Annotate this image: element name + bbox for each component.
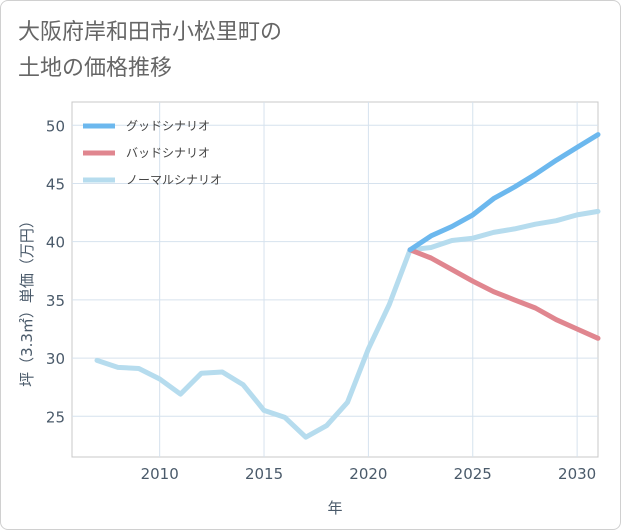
y-axis-title: 坪（3.3㎡）単価（万円） bbox=[18, 213, 36, 387]
y-tick-label: 45 bbox=[46, 175, 65, 193]
chart-title: 大阪府岸和田市小松里町の 土地の価格推移 bbox=[18, 15, 282, 87]
x-tick-labels: 2010 2015 2020 2025 2030 bbox=[141, 465, 597, 483]
series-line-1 bbox=[407, 132, 601, 253]
x-tick-label: 2015 bbox=[245, 465, 283, 483]
series-line-2 bbox=[407, 247, 601, 341]
x-tick-label: 2020 bbox=[349, 465, 387, 483]
y-tick-label: 25 bbox=[46, 408, 65, 426]
series-lines bbox=[94, 132, 601, 440]
series-line-3 bbox=[94, 208, 601, 440]
legend-label: バッドシナリオ bbox=[126, 146, 210, 160]
legend-label: グッドシナリオ bbox=[126, 119, 210, 133]
x-axis-title: 年 bbox=[327, 499, 342, 517]
x-tick-label: 2030 bbox=[558, 465, 596, 483]
x-tick-label: 2025 bbox=[454, 465, 492, 483]
chart-title-line2: 土地の価格推移 bbox=[18, 56, 173, 81]
y-tick-label: 35 bbox=[46, 292, 65, 310]
chart-title-line1: 大阪府岸和田市小松里町の bbox=[18, 20, 283, 45]
y-tick-label: 50 bbox=[46, 117, 65, 135]
y-tick-label: 30 bbox=[46, 350, 65, 368]
y-tick-label: 40 bbox=[46, 234, 65, 252]
legend-label: ノーマルシナリオ bbox=[126, 173, 222, 187]
x-tick-label: 2010 bbox=[141, 465, 179, 483]
y-tick-labels: 25 30 35 40 45 50 bbox=[46, 117, 65, 426]
